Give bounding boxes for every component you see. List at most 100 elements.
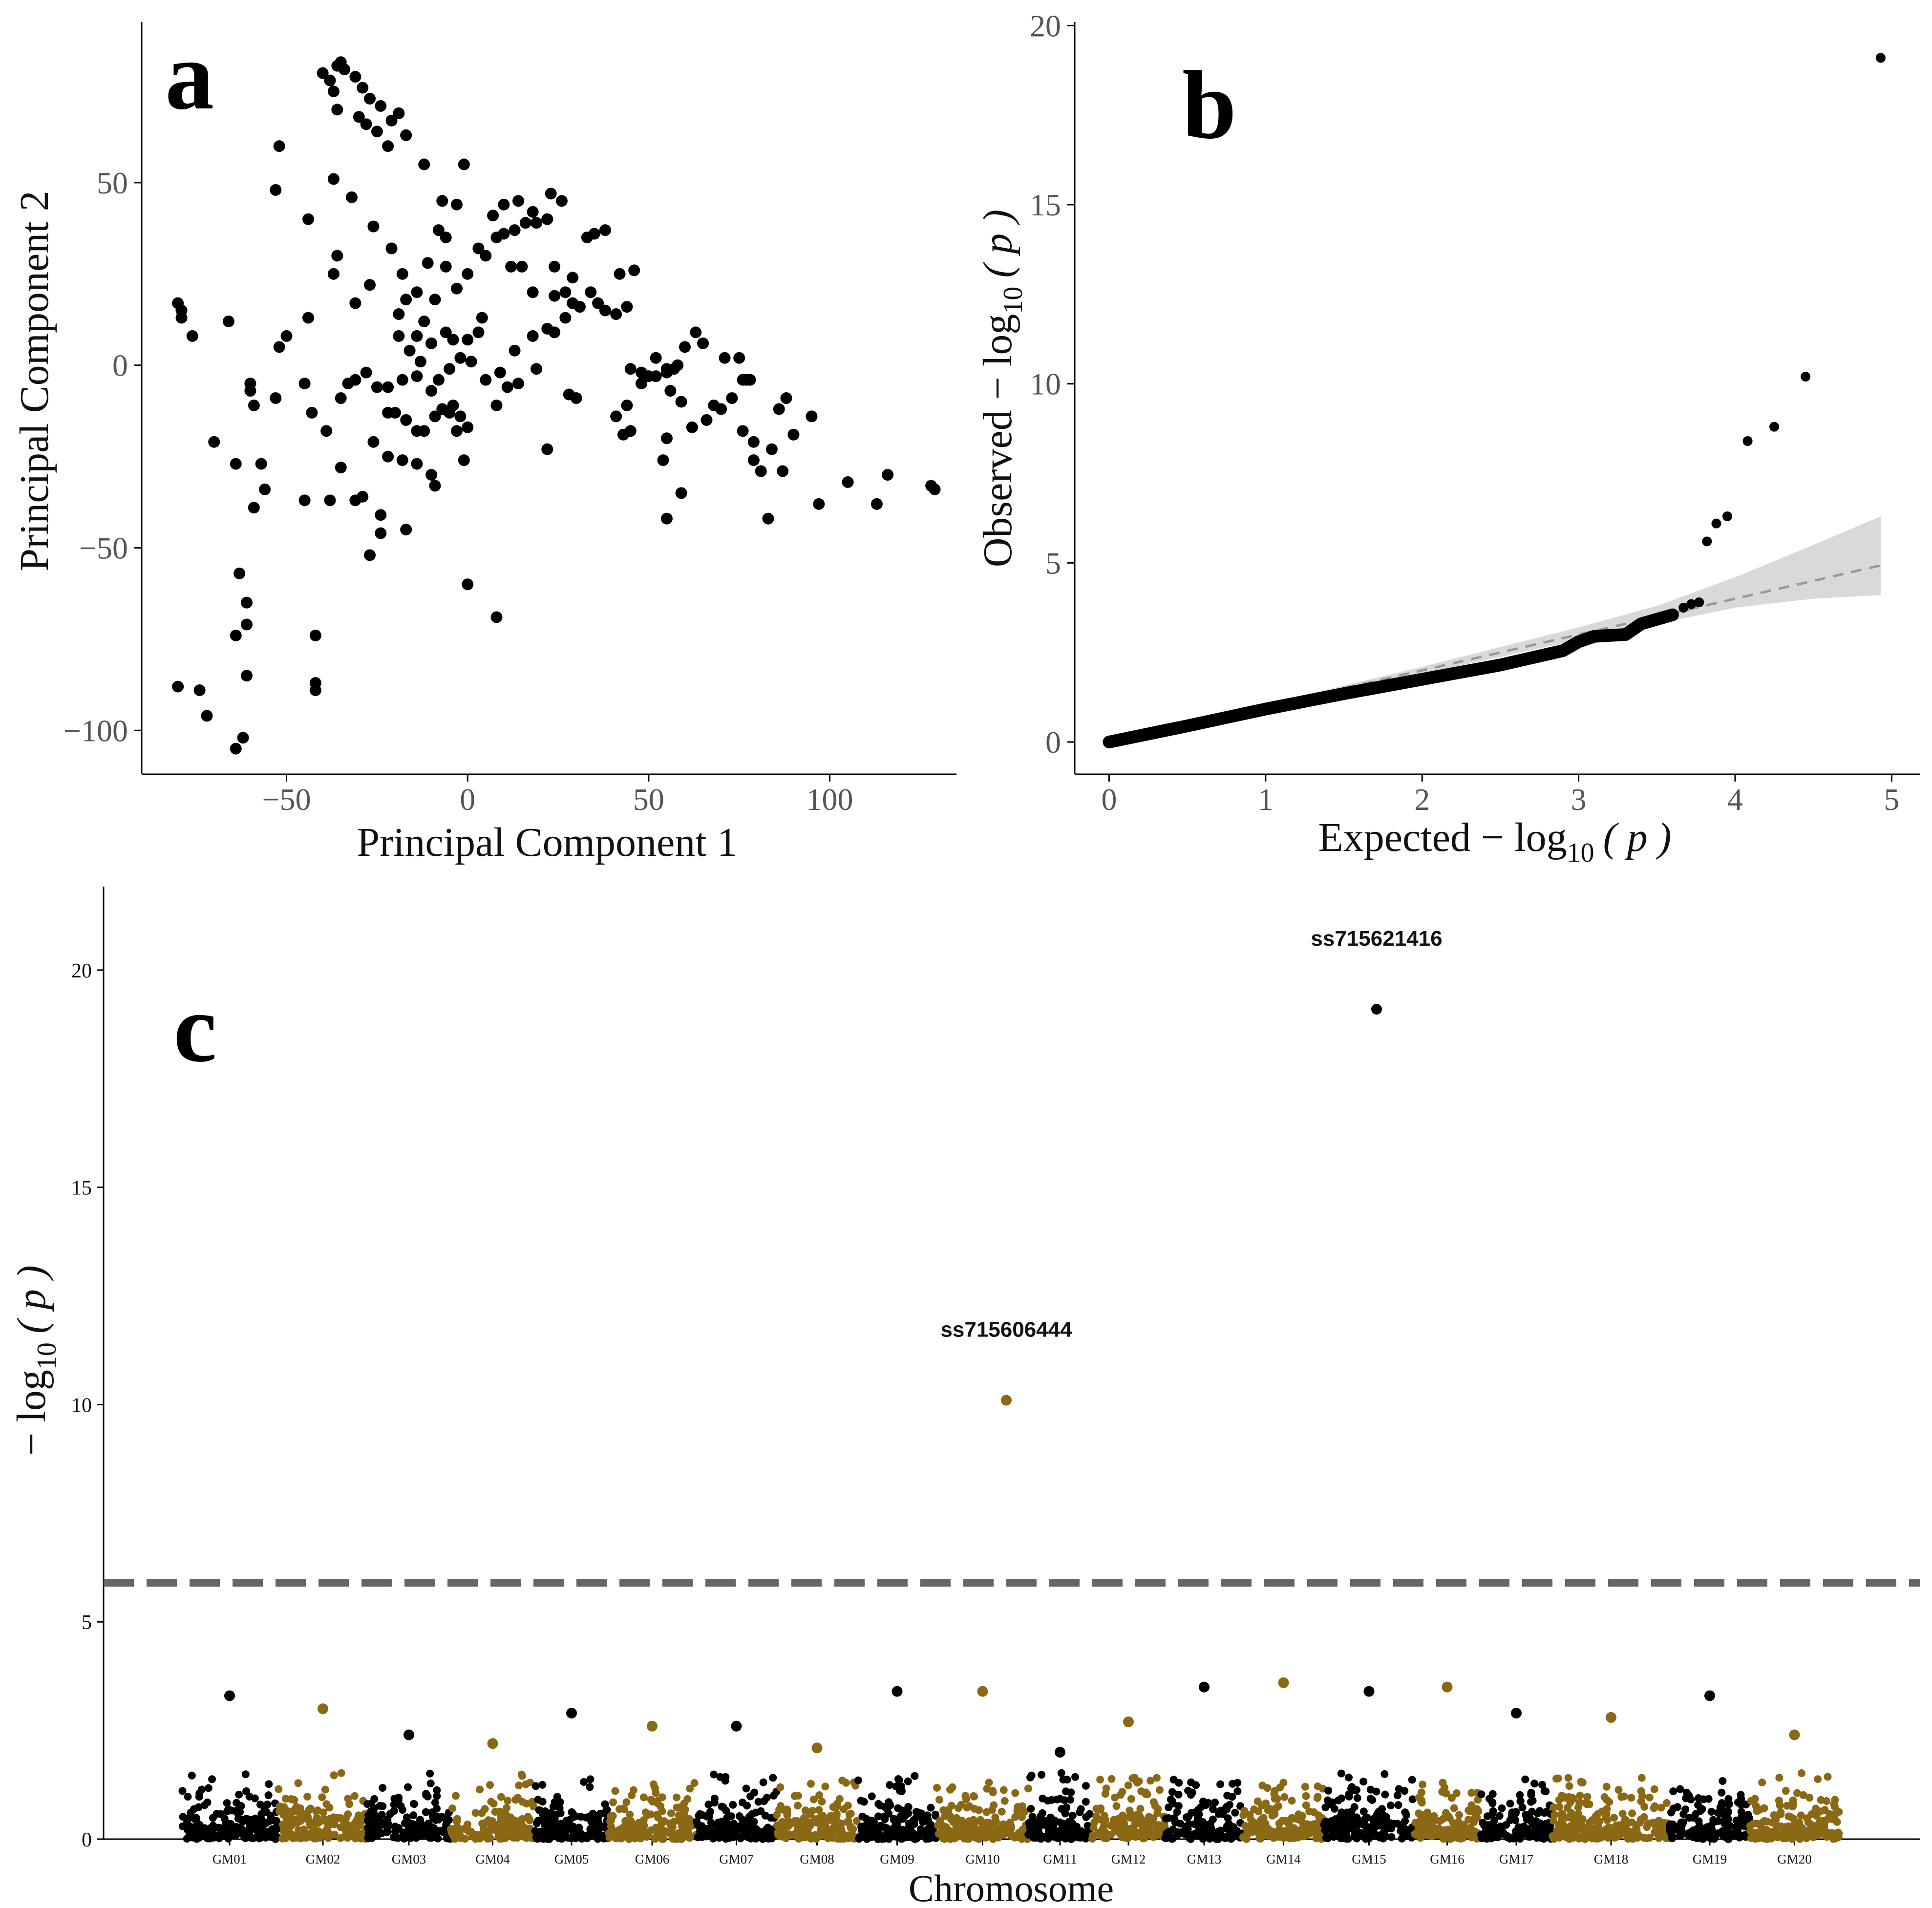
panel-c-point bbox=[190, 1833, 198, 1841]
panel-c-point bbox=[727, 1832, 736, 1840]
panel-c-point bbox=[1739, 1832, 1747, 1840]
panel-c-point bbox=[805, 1824, 813, 1832]
panel-c-point bbox=[1190, 1808, 1199, 1817]
panel-c-point bbox=[1184, 1813, 1192, 1821]
panel-c-point bbox=[337, 1769, 345, 1777]
panel-c-point bbox=[1173, 1808, 1181, 1816]
panel-a-point bbox=[574, 301, 586, 313]
panel-c-point bbox=[647, 1796, 655, 1804]
panel-a-point bbox=[592, 297, 604, 309]
panel-c-point bbox=[999, 1786, 1008, 1794]
panel-c-point bbox=[652, 1789, 660, 1797]
panel-c-point bbox=[357, 1834, 365, 1843]
panel-c-point bbox=[1733, 1825, 1741, 1834]
panel-c-point bbox=[1305, 1825, 1314, 1833]
panel-c-point bbox=[1338, 1794, 1346, 1802]
panel-c-point bbox=[1775, 1774, 1783, 1782]
panel-c-point bbox=[1812, 1830, 1821, 1839]
panel-c-point bbox=[1679, 1810, 1688, 1818]
panel-c-point bbox=[594, 1828, 602, 1836]
panel-c-point bbox=[1828, 1829, 1836, 1837]
panel-c-point bbox=[331, 1830, 339, 1839]
panel-c-point bbox=[916, 1825, 925, 1833]
panel-c-point bbox=[1038, 1771, 1046, 1779]
panel-c-point bbox=[1271, 1810, 1279, 1818]
panel-a-point bbox=[509, 344, 521, 357]
panel-a-point bbox=[345, 191, 358, 203]
panel-a-point bbox=[414, 356, 426, 368]
panel-c-point bbox=[1149, 1798, 1158, 1806]
panel-c-point bbox=[1830, 1814, 1839, 1822]
panel-a-point bbox=[339, 64, 351, 76]
panel-c-point bbox=[1221, 1834, 1230, 1843]
panel-c-point bbox=[1657, 1803, 1665, 1812]
panel-c-point bbox=[1562, 1793, 1570, 1802]
panel-c-point bbox=[273, 1825, 281, 1833]
panel-c-point bbox=[1637, 1774, 1646, 1782]
panel-a-point bbox=[773, 403, 785, 415]
panel-a-point bbox=[367, 220, 380, 233]
panel-c-point bbox=[1337, 1769, 1345, 1778]
panel-a-point bbox=[327, 268, 340, 280]
panel-b-y-title-suffix: ( p ) bbox=[975, 210, 1020, 278]
panel-c-chromosome-label: GM18 bbox=[1594, 1852, 1629, 1866]
panel-a-point bbox=[425, 385, 438, 397]
panel-c-point bbox=[368, 1834, 376, 1842]
panel-c-point bbox=[1534, 1832, 1543, 1841]
panel-c-point bbox=[1751, 1828, 1759, 1837]
panel-a-point bbox=[621, 399, 633, 411]
panel-c-point bbox=[1469, 1816, 1477, 1824]
panel-c-point bbox=[1142, 1827, 1150, 1836]
panel-a-point bbox=[777, 465, 789, 477]
panel-a-point bbox=[240, 670, 253, 682]
panel-c-point bbox=[1156, 1823, 1164, 1832]
panel-c-point bbox=[626, 1810, 634, 1819]
panel-c-point bbox=[1202, 1801, 1210, 1809]
panel-c-point bbox=[209, 1814, 217, 1822]
panel-c-chromosome-label: GM13 bbox=[1187, 1852, 1222, 1866]
panel-c-point bbox=[511, 1796, 520, 1804]
panel-c-point bbox=[1694, 1824, 1702, 1833]
panel-c-point bbox=[1119, 1811, 1127, 1820]
panel-c-point bbox=[698, 1811, 706, 1819]
panel-c-point bbox=[458, 1833, 466, 1842]
panel-a-point bbox=[393, 330, 405, 342]
panel-a-point bbox=[559, 312, 572, 324]
panel-c-point bbox=[1188, 1788, 1196, 1797]
panel-c-point bbox=[295, 1828, 303, 1837]
panel-a-point bbox=[747, 454, 760, 466]
panel-b-confidence-band bbox=[1109, 516, 1881, 742]
panel-c-point bbox=[1489, 1821, 1498, 1829]
panel-c-point bbox=[208, 1833, 216, 1842]
panel-a-point bbox=[882, 468, 894, 481]
panel-a-point bbox=[450, 282, 463, 295]
panel-a-point bbox=[375, 100, 387, 112]
panel-a-point bbox=[660, 512, 673, 525]
panel-c-point bbox=[318, 1817, 326, 1825]
panel-c-y-title-prefix: − log bbox=[9, 1370, 54, 1456]
panel-c-point bbox=[305, 1806, 313, 1814]
panel-c-point bbox=[1567, 1822, 1575, 1830]
panel-c-point bbox=[1797, 1811, 1805, 1820]
panel-a-point bbox=[234, 567, 246, 579]
panel-c-point bbox=[1805, 1794, 1814, 1802]
panel-c-point bbox=[891, 1829, 899, 1838]
panel-c-point bbox=[1511, 1816, 1520, 1824]
panel-c-point bbox=[1640, 1813, 1648, 1821]
panel-a-point bbox=[719, 352, 731, 364]
panel-b-point bbox=[1769, 422, 1780, 432]
panel-c-point bbox=[1401, 1787, 1409, 1795]
panel-c-point bbox=[617, 1834, 625, 1843]
panel-c-point bbox=[229, 1823, 237, 1832]
panel-c-point bbox=[1759, 1825, 1767, 1834]
panel-c-point bbox=[763, 1793, 771, 1802]
panel-c-point bbox=[1092, 1812, 1101, 1821]
panel-b-point bbox=[1686, 599, 1697, 609]
panel-a-point bbox=[193, 684, 206, 697]
panel-c-point bbox=[1614, 1786, 1623, 1794]
panel-a-point bbox=[309, 629, 321, 641]
panel-c-chromosome-label: GM07 bbox=[719, 1852, 754, 1866]
panel-c-point bbox=[276, 1802, 284, 1810]
panel-b-x-tick-label: 1 bbox=[1258, 782, 1274, 817]
panel-c-point bbox=[1694, 1801, 1702, 1809]
